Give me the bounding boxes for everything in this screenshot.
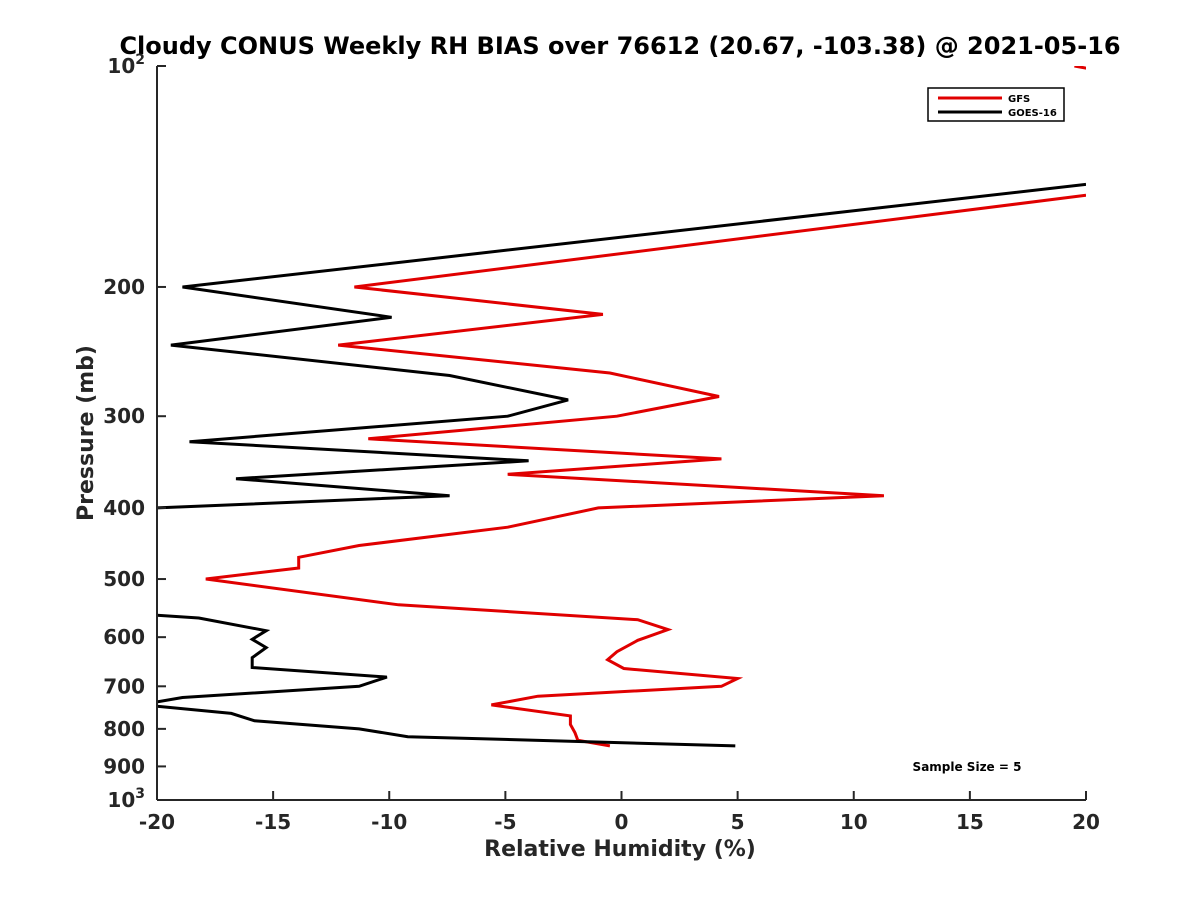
legend-label-gfs: GFS [1008, 94, 1030, 105]
y-tick-label: 102 [107, 52, 145, 78]
goes-16-line-segment-1 [157, 182, 1086, 510]
x-tick-label: 5 [731, 810, 745, 834]
gfs-line-segment-1 [1074, 66, 1086, 70]
y-tick-label: 103 [107, 786, 145, 812]
legend: GFS GOES-16 [927, 87, 1065, 122]
sample-size-annotation: Sample Size = 5 [913, 760, 1022, 774]
x-tick-label: 10 [840, 810, 868, 834]
goes-16-line-segment-2 [157, 613, 388, 704]
x-tick-label: -20 [139, 810, 175, 834]
y-tick-label: 300 [103, 404, 145, 428]
y-tick-label: 400 [103, 496, 145, 520]
goes-16-line-segment-3 [157, 704, 736, 748]
y-tick-label: 500 [103, 567, 145, 591]
x-tick-label: -5 [494, 810, 516, 834]
y-tick-label: 600 [103, 625, 145, 649]
y-tick-label: 200 [103, 275, 145, 299]
series-layer [157, 66, 1086, 748]
y-tick-label: 800 [103, 717, 145, 741]
y-axis-label: Pressure (mb) [74, 345, 99, 521]
chart-title: Cloudy CONUS Weekly RH BIAS over 76612 (… [119, 32, 1120, 60]
x-axis-label: Relative Humidity (%) [484, 837, 756, 862]
x-tick-label: -15 [255, 810, 291, 834]
x-tick-label: 15 [956, 810, 984, 834]
axes: -20 -15 -10 -5 0 5 10 15 20 102 200 300 400 500 600 700… [103, 52, 1100, 834]
x-tick-label: 20 [1072, 810, 1100, 834]
y-tick-label: 700 [103, 674, 145, 698]
x-tick-label: 0 [615, 810, 629, 834]
legend-label-goes-16: GOES-16 [1008, 108, 1057, 119]
y-tick-label: 900 [103, 754, 145, 778]
legend-box [927, 87, 1065, 122]
gfs-line-segment-2 [205, 193, 1086, 748]
x-tick-label: -10 [371, 810, 407, 834]
